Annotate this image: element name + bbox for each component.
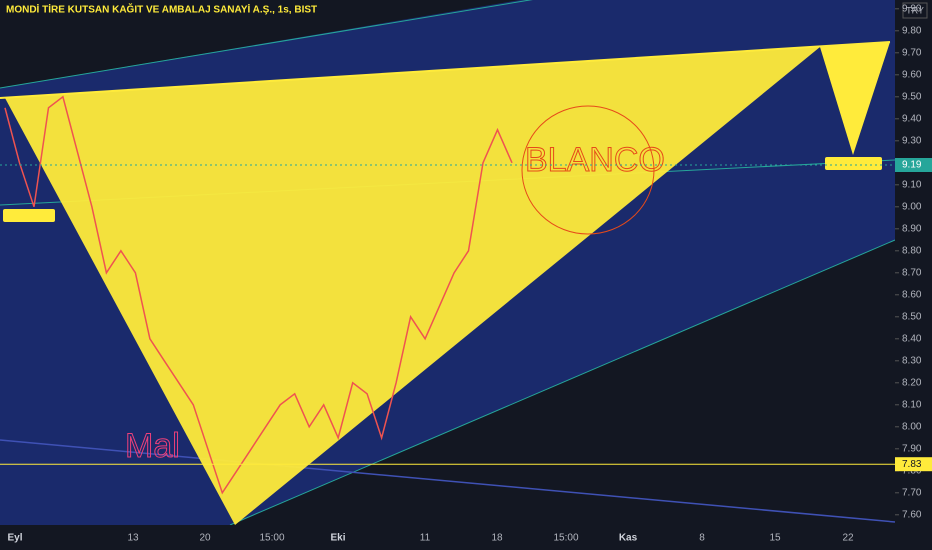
triangle-drawing <box>820 42 890 155</box>
trend-line <box>0 439 896 523</box>
x-tick-label: Kas <box>619 533 638 544</box>
x-tick-label: 11 <box>420 533 431 544</box>
price-tag-label: 7.83 <box>902 459 922 470</box>
y-tick-label: 8.20 <box>902 377 922 388</box>
x-tick-label: 15 <box>769 533 781 544</box>
y-tick-label: 9.60 <box>902 69 922 80</box>
x-tick-label: 22 <box>842 533 854 544</box>
y-tick-label: 8.90 <box>902 223 922 234</box>
y-tick-label: 9.00 <box>902 201 922 212</box>
annotation: BLANCO <box>525 141 665 179</box>
y-tick-label: 7.70 <box>902 487 922 498</box>
y-tick-label: 8.60 <box>902 289 922 300</box>
symbol-title: MONDİ TİRE KUTSAN KAĞIT VE AMBALAJ SANAY… <box>6 3 317 16</box>
y-tick-label: 8.40 <box>902 333 922 344</box>
x-tick-label: 20 <box>199 533 211 544</box>
y-tick-label: 9.30 <box>902 135 922 146</box>
triangle-drawing <box>5 47 820 525</box>
y-tick-label: 8.00 <box>902 421 922 432</box>
x-tick-label: 13 <box>127 533 139 544</box>
price-tag-label: 9.19 <box>902 160 922 171</box>
currency-box <box>902 2 928 19</box>
y-tick-label: 9.80 <box>902 25 922 36</box>
x-tick-label: Eki <box>330 533 345 544</box>
price-line-series <box>4 95 513 495</box>
y-tick-label: 9.70 <box>902 47 922 58</box>
y-tick-label: 8.50 <box>902 311 922 322</box>
channel-line <box>0 0 533 89</box>
y-tick-label: 8.70 <box>902 267 922 278</box>
y-tick-label: 9.10 <box>902 179 922 190</box>
x-tick-label: 8 <box>699 533 705 544</box>
x-tick-label: 15:00 <box>259 533 284 544</box>
y-tick-label: 8.30 <box>902 355 922 366</box>
time-axis <box>0 525 895 550</box>
price-tag <box>895 457 932 472</box>
top-line <box>0 41 891 99</box>
label-box <box>825 157 882 170</box>
y-tick-label: 7.60 <box>902 509 922 520</box>
channel-line <box>229 239 896 526</box>
price-tag <box>895 158 932 172</box>
annotation-circle <box>521 105 655 235</box>
label-box <box>3 209 55 222</box>
y-tick-label: 9.50 <box>902 91 922 102</box>
y-tick-label: 9.90 <box>902 3 922 14</box>
x-tick-label: 18 <box>491 533 503 544</box>
y-tick-label: 8.10 <box>902 399 922 410</box>
y-tick-label: 9.40 <box>902 113 922 124</box>
y-tick-label: 7.90 <box>902 443 922 454</box>
currency: TRY <box>906 5 924 15</box>
x-tick-label: Eyl <box>7 533 22 544</box>
annotation: Mal <box>125 427 180 465</box>
x-tick-label: 15:00 <box>553 533 578 544</box>
y-tick-label: 8.80 <box>902 245 922 256</box>
